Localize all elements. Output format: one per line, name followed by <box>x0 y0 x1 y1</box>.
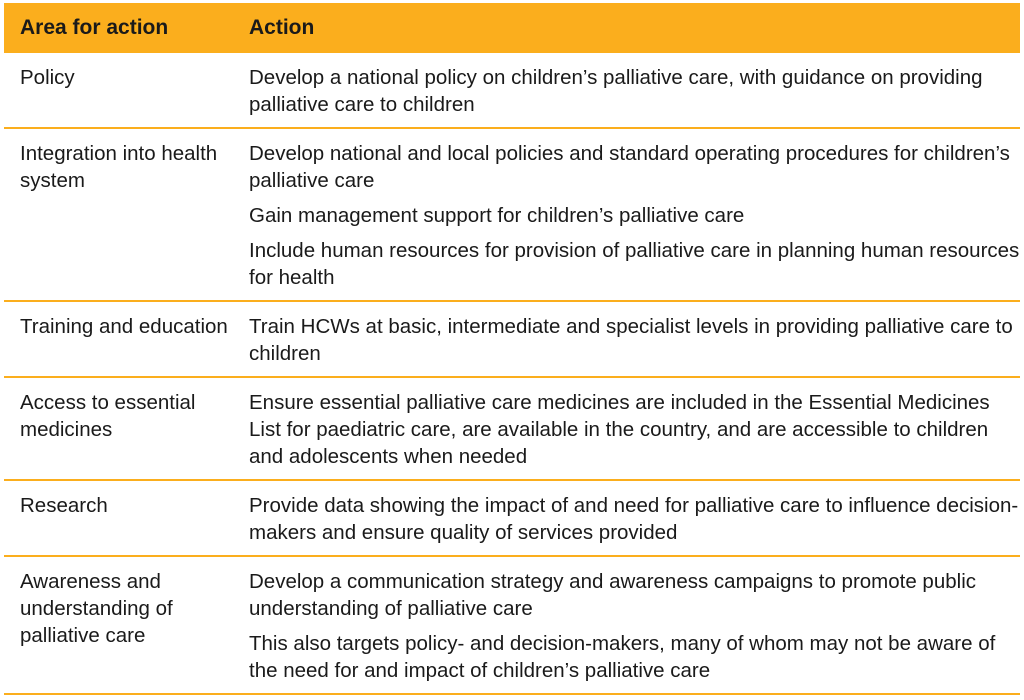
area-cell: Policy <box>4 53 233 129</box>
table-row: Awareness and understanding of palliativ… <box>4 556 1020 695</box>
action-text: Train HCWs at basic, intermediate and sp… <box>249 315 1013 365</box>
table-row: Integration into health system Develop na… <box>4 128 1020 302</box>
area-cell: Integration into health system <box>4 128 233 302</box>
area-cell: Training and education <box>4 301 233 378</box>
action-cell: Develop national and local policies and … <box>233 128 1020 302</box>
action-cell: Train HCWs at basic, intermediate and sp… <box>233 301 1020 378</box>
table-row: Research Provide data showing the impact … <box>4 480 1020 557</box>
header-action: Action <box>233 3 1020 53</box>
action-cell: Develop a national policy on children’s … <box>233 53 1020 129</box>
action-text: Develop a communication strategy and awa… <box>249 570 976 620</box>
table-row: Policy Develop a national policy on child… <box>4 53 1020 129</box>
action-table: Area for action Action Policy Develop a n… <box>4 3 1020 695</box>
table-row: Training and education Train HCWs at basi… <box>4 301 1020 378</box>
table-row: Access to essential medicines Ensure esse… <box>4 377 1020 481</box>
action-text: This also targets policy- and decision-m… <box>249 632 996 682</box>
header-row: Area for action Action <box>4 3 1020 53</box>
action-text: Include human resources for provision of… <box>249 239 1020 289</box>
action-text: Provide data showing the impact of and n… <box>249 494 1019 544</box>
action-text: Develop a national policy on children’s … <box>249 66 983 116</box>
action-text: Ensure essential palliative care medicin… <box>249 391 990 468</box>
area-cell: Access to essential medicines <box>4 377 233 481</box>
action-text: Gain management support for children’s p… <box>249 204 745 227</box>
area-cell: Awareness and understanding of palliativ… <box>4 556 233 695</box>
action-cell: Provide data showing the impact of and n… <box>233 480 1020 557</box>
action-text: Develop national and local policies and … <box>249 142 1010 192</box>
header-area: Area for action <box>4 3 233 53</box>
action-cell: Develop a communication strategy and awa… <box>233 556 1020 695</box>
action-cell: Ensure essential palliative care medicin… <box>233 377 1020 481</box>
area-cell: Research <box>4 480 233 557</box>
